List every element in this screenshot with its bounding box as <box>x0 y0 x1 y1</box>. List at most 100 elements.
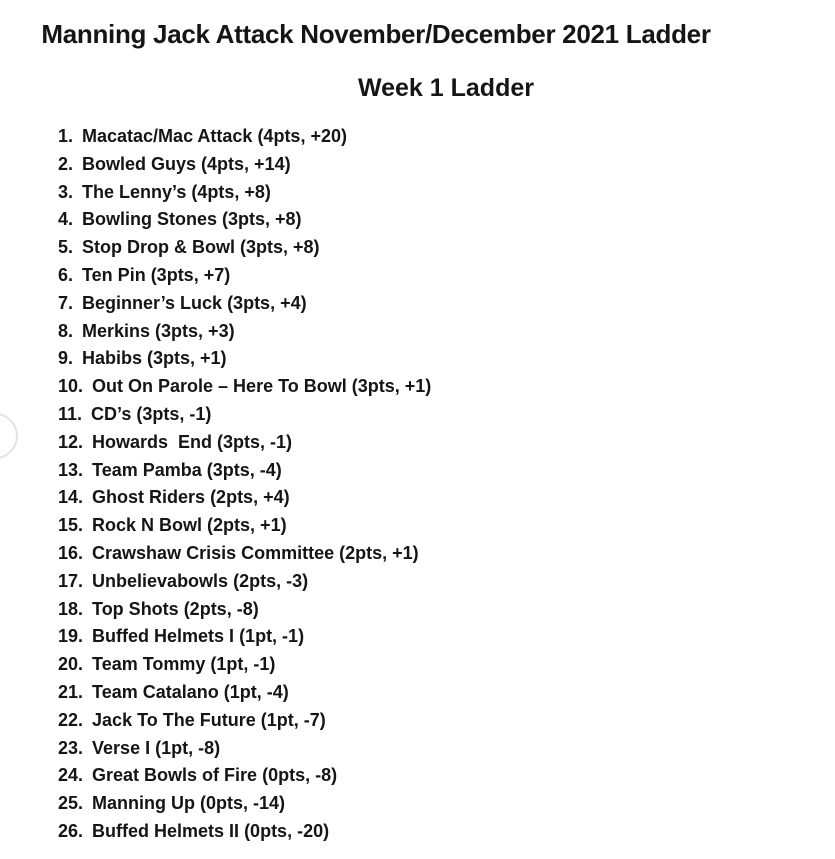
ladder-entry: 12. Howards End (3pts, -1) <box>58 429 431 457</box>
ladder-entry: 3. The Lenny’s (4pts, +8) <box>58 179 431 207</box>
ladder-entry: 16. Crawshaw Crisis Committee (2pts, +1) <box>58 540 431 568</box>
ladder-entry: 19. Buffed Helmets I (1pt, -1) <box>58 623 431 651</box>
rank-number: 19. <box>58 626 84 647</box>
team-stats: (1pt, -8) <box>155 737 221 758</box>
rank-number: 25. <box>58 793 84 814</box>
rank-number: 21. <box>58 681 84 702</box>
rank-number: 11. <box>58 403 83 424</box>
rank-number: 26. <box>58 820 84 841</box>
ladder-entry: 11. CD’s (3pts, -1) <box>58 401 431 429</box>
team-stats: (1pt, -4) <box>223 681 289 702</box>
rank-number: 16. <box>58 542 84 563</box>
rank-number: 9. <box>58 348 74 369</box>
team-stats: (3pts, +1) <box>351 376 432 397</box>
team-stats: (3pts, +3) <box>155 320 235 341</box>
team-name: Bowled Guys <box>82 153 197 174</box>
ladder-entry: 9. Habibs (3pts, +1) <box>58 345 431 373</box>
rank-number: 24. <box>58 765 84 786</box>
team-name: Crawshaw Crisis Committee <box>92 542 335 563</box>
rank-number: 6. <box>58 264 74 285</box>
ladder-entry: 7. Beginner’s Luck (3pts, +4) <box>58 290 431 318</box>
rank-number: 5. <box>58 237 74 258</box>
team-stats: (0pts, -14) <box>200 793 286 814</box>
team-stats: (2pts, +4) <box>210 487 290 508</box>
team-name: Unbelievabowls <box>92 570 229 591</box>
ladder-entry: 10. Out On Parole – Here To Bowl (3pts, +1… <box>58 373 431 401</box>
team-name: Great Bowls of Fire <box>92 765 258 786</box>
team-stats: (0pts, -20) <box>244 820 330 841</box>
ladder-entry: 22. Jack To The Future (1pt, -7) <box>58 707 431 735</box>
team-stats: (2pts, -3) <box>233 570 309 591</box>
team-name: Beginner’s Luck <box>82 292 223 313</box>
team-name: Buffed Helmets I <box>92 626 235 647</box>
ladder-entry: 13. Team Pamba (3pts, -4) <box>58 457 431 485</box>
ladder-entry: 1. Macatac/Mac Attack (4pts, +20) <box>58 123 431 151</box>
team-name: Merkins <box>82 320 151 341</box>
week-subtitle: Week 1 Ladder <box>357 74 534 102</box>
team-name: Jack To The Future <box>92 709 256 730</box>
rank-number: 15. <box>58 515 84 536</box>
team-stats: (3pts, -1) <box>217 431 293 452</box>
ladder-entry: 5. Stop Drop & Bowl (3pts, +8) <box>58 234 431 262</box>
rank-number: 17. <box>58 570 84 591</box>
rank-number: 10. <box>58 376 84 397</box>
team-name: Ten Pin <box>82 264 146 285</box>
team-stats: (4pts, +20) <box>257 126 347 146</box>
rank-number: 4. <box>58 209 74 230</box>
team-stats: (3pts, +7) <box>150 264 231 285</box>
team-name: Team Catalano <box>92 681 219 702</box>
ladder-entry: 21. Team Catalano (1pt, -4) <box>58 679 431 707</box>
rank-number: 14. <box>58 487 84 508</box>
team-name: Rock N Bowl <box>92 515 203 536</box>
rank-number: 3. <box>58 181 74 202</box>
team-stats: (2pts, +1) <box>339 542 419 563</box>
team-stats: (3pts, +8) <box>222 209 302 230</box>
ladder-entry: 25. Manning Up (0pts, -14) <box>58 790 431 818</box>
team-stats: (3pts, +4) <box>227 292 307 313</box>
team-stats: (0pts, -8) <box>262 765 338 786</box>
team-name: Stop Drop & Bowl <box>82 237 235 258</box>
team-name: Habibs <box>82 348 143 369</box>
ladder-entry: 18. Top Shots (2pts, -8) <box>58 596 431 624</box>
team-name: Top Shots <box>92 598 179 619</box>
team-name: The Lenny’s <box>82 181 187 202</box>
team-stats: (4pts, +14) <box>201 153 291 174</box>
ladder-list: 1. Macatac/Mac Attack (4pts, +20) 2. Bowled … <box>58 123 431 846</box>
page-edge-arc-decoration <box>0 413 18 459</box>
ladder-entry: 15. Rock N Bowl (2pts, +1) <box>58 512 431 540</box>
rank-number: 18. <box>58 598 84 619</box>
ladder-entry: 14. Ghost Riders (2pts, +4) <box>58 484 431 512</box>
team-stats: (1pt, -1) <box>239 626 305 647</box>
ladder-entry: 8. Merkins (3pts, +3) <box>58 318 431 346</box>
team-stats: (3pts, -1) <box>136 403 212 424</box>
rank-number: 2. <box>58 153 74 174</box>
rank-number: 13. <box>58 459 84 480</box>
ladder-entry: 2. Bowled Guys (4pts, +14) <box>58 151 431 179</box>
ladder-entry: 17. Unbelievabowls (2pts, -3) <box>58 568 431 596</box>
ladder-entry: 4. Bowling Stones (3pts, +8) <box>58 206 431 234</box>
ladder-entry: 20. Team Tommy (1pt, -1) <box>58 651 431 679</box>
rank-number: 12. <box>58 431 84 452</box>
team-stats: (1pt, -1) <box>210 654 276 675</box>
team-name: Howards End <box>92 431 213 452</box>
team-name: Manning Up <box>92 793 196 814</box>
team-name: Bowling Stones <box>82 209 218 230</box>
rank-number: 8. <box>58 320 74 341</box>
ladder-entry: 24. Great Bowls of Fire (0pts, -8) <box>58 762 431 790</box>
team-name: Macatac/Mac Attack <box>82 126 253 146</box>
rank-number: 20. <box>58 654 84 675</box>
team-stats: (3pts, +1) <box>147 348 227 369</box>
rank-number: 23. <box>58 737 84 758</box>
rank-number: 22. <box>58 709 84 730</box>
team-stats: (4pts, +8) <box>191 181 271 202</box>
team-name: CD’s <box>91 403 132 424</box>
team-name: Team Tommy <box>92 654 206 675</box>
team-name: Buffed Helmets II <box>92 820 240 841</box>
rank-number: 7. <box>58 292 74 313</box>
team-stats: (2pts, +1) <box>207 515 287 536</box>
ladder-entry: 26. Buffed Helmets II (0pts, -20) <box>58 818 431 846</box>
team-name: Verse I <box>92 737 151 758</box>
rank-number: 1. <box>58 126 74 146</box>
team-name: Out On Parole – Here To Bowl <box>92 376 347 397</box>
